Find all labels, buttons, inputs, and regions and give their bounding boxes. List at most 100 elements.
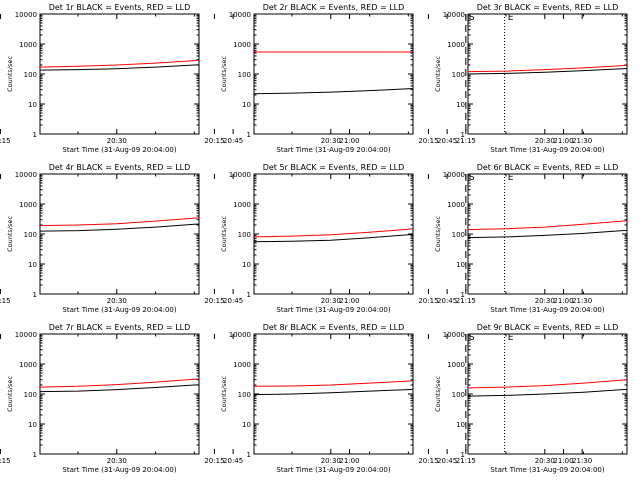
x-tick-label: 20:30	[107, 137, 127, 145]
y-tick-label: 100	[238, 231, 251, 239]
series-group	[468, 220, 627, 239]
x-tick-label: 20:45	[223, 457, 243, 465]
x-tick-label: 21:30	[572, 457, 592, 465]
x-tick-label: 20:45	[437, 457, 457, 465]
y-tick-label: 100	[24, 231, 37, 239]
panel-title: Det 6r BLACK = Events, RED = LLD	[477, 163, 619, 172]
y-tick-label: 10	[242, 261, 251, 269]
y-tick-label: 1000	[233, 361, 251, 369]
series-line-events	[468, 388, 627, 397]
start-marker: S	[469, 13, 475, 23]
x-tick-label: 20:30	[321, 137, 341, 145]
panel-det-6: Det 6r BLACK = Events, RED = LLD 1 10 100 10…	[412, 163, 628, 314]
y-tick-label: 1	[247, 131, 251, 139]
y-tick-label: 1000	[447, 361, 465, 369]
y-tick-label: 10000	[443, 11, 465, 19]
y-tick-label: 1	[33, 131, 37, 139]
y-tick-label: 100	[24, 71, 37, 79]
x-tick-label: 21:15	[456, 297, 476, 305]
y-tick-label: 1	[247, 451, 251, 459]
y-tick-label: 1	[33, 451, 37, 459]
x-tick-label: 20:45	[437, 297, 457, 305]
x-tick-label: 20:45	[223, 137, 243, 145]
y-axis-label: Counts/sec	[6, 56, 14, 92]
x-axis-label: Start Time (31-Aug-09 20:04:00)	[62, 306, 176, 314]
panel-title: Det 4r BLACK = Events, RED = LLD	[49, 163, 191, 172]
x-tick-label: 21:00	[339, 457, 359, 465]
x-tick-label: 21:00	[553, 137, 573, 145]
x-tick-label: 20:30	[107, 457, 127, 465]
y-axis-label: Counts/sec	[220, 216, 228, 252]
series-group	[254, 51, 413, 95]
panel-det-8: Det 8r BLACK = Events, RED = LLD 1 10 100 10…	[198, 323, 574, 474]
series-group	[468, 379, 627, 397]
y-tick-label: 100	[24, 391, 37, 399]
x-tick-label: 20:15	[418, 137, 438, 145]
panel-det-4: Det 4r BLACK = Events, RED = LLD 1 10 100 10…	[0, 163, 592, 314]
y-tick-label: 100	[238, 71, 251, 79]
y-tick-label: 10000	[15, 331, 37, 339]
y-tick-label: 10	[456, 421, 465, 429]
y-axis-label: Counts/sec	[220, 376, 228, 412]
x-tick-label: 20:15	[418, 457, 438, 465]
y-tick-label: 1	[33, 291, 37, 299]
x-axis-label: Start Time (31-Aug-09 20:04:00)	[276, 466, 390, 474]
panel-title: Det 9r BLACK = Events, RED = LLD	[477, 323, 619, 332]
y-tick-label: 1000	[19, 41, 37, 49]
series-group	[468, 64, 627, 75]
y-tick-label: 10	[242, 101, 251, 109]
x-tick-label: 20:15	[204, 137, 224, 145]
y-axis-label: Counts/sec	[6, 216, 14, 252]
x-tick-label: 21:30	[572, 297, 592, 305]
x-axis-label: Start Time (31-Aug-09 20:04:00)	[276, 146, 390, 154]
x-tick-label: 21:15	[456, 137, 476, 145]
x-tick-label: 20:30	[535, 297, 555, 305]
x-tick-label: 21:15	[456, 457, 476, 465]
x-tick-label: 20:15	[0, 297, 11, 305]
panel-title: Det 7r BLACK = Events, RED = LLD	[49, 323, 191, 332]
panel-title: Det 8r BLACK = Events, RED = LLD	[263, 323, 405, 332]
x-tick-label: 21:30	[572, 137, 592, 145]
y-tick-label: 10	[28, 421, 37, 429]
x-axis-label: Start Time (31-Aug-09 20:04:00)	[62, 146, 176, 154]
panel-det-3: Det 3r BLACK = Events, RED = LLD 1 10 100 10…	[412, 3, 628, 154]
x-tick-label: 20:30	[321, 297, 341, 305]
panel-det-2: Det 2r BLACK = Events, RED = LLD 1 10 100 10…	[198, 3, 574, 154]
series-group	[40, 217, 199, 232]
x-axis-label: Start Time (31-Aug-09 20:04:00)	[490, 146, 604, 154]
series-line-events	[468, 229, 627, 239]
y-axis-label: Counts/sec	[220, 56, 228, 92]
y-tick-label: 1	[461, 131, 465, 139]
series-line-events	[40, 384, 199, 393]
x-tick-label: 20:15	[0, 457, 11, 465]
y-tick-label: 100	[452, 71, 465, 79]
y-tick-label: 10	[28, 261, 37, 269]
x-tick-label: 21:00	[553, 457, 573, 465]
start-marker: S	[469, 173, 475, 183]
y-tick-label: 100	[452, 391, 465, 399]
panel-det-5: Det 5r BLACK = Events, RED = LLD 1 10 100 10…	[198, 163, 574, 314]
panel-title: Det 5r BLACK = Events, RED = LLD	[263, 163, 405, 172]
y-tick-label: 10000	[229, 171, 251, 179]
x-tick-label: 20:30	[535, 137, 555, 145]
x-tick-label: 20:30	[107, 297, 127, 305]
y-tick-label: 10	[456, 261, 465, 269]
x-tick-label: 20:30	[321, 457, 341, 465]
x-tick-label: 20:45	[223, 297, 243, 305]
y-tick-label: 10	[28, 101, 37, 109]
y-tick-label: 1	[461, 451, 465, 459]
series-line-events	[254, 233, 413, 243]
panel-title: Det 1r BLACK = Events, RED = LLD	[49, 3, 191, 12]
y-tick-label: 1	[461, 291, 465, 299]
y-tick-label: 10	[242, 421, 251, 429]
series-group	[254, 228, 413, 243]
panel-det-1: Det 1r BLACK = Events, RED = LLD 1 10 100 10…	[0, 3, 592, 154]
y-axis-label: Counts/sec	[434, 376, 442, 412]
y-tick-label: 10000	[229, 11, 251, 19]
panel-title: Det 2r BLACK = Events, RED = LLD	[263, 3, 405, 12]
y-tick-label: 10000	[15, 11, 37, 19]
y-tick-label: 10000	[15, 171, 37, 179]
x-axis-label: Start Time (31-Aug-09 20:04:00)	[490, 466, 604, 474]
